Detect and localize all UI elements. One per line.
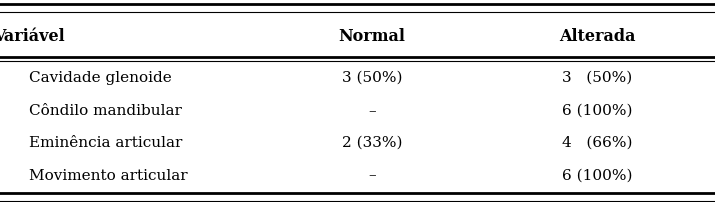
Text: 4   (66%): 4 (66%) xyxy=(562,136,632,149)
Text: 6 (100%): 6 (100%) xyxy=(562,103,632,117)
Text: 3 (50%): 3 (50%) xyxy=(342,71,402,85)
Text: Côndilo mandibular: Côndilo mandibular xyxy=(29,103,182,117)
Text: Variável: Variável xyxy=(0,28,64,45)
Text: Movimento articular: Movimento articular xyxy=(29,168,187,182)
Text: 6 (100%): 6 (100%) xyxy=(562,168,632,182)
Text: –: – xyxy=(368,103,375,117)
Text: Cavidade glenoide: Cavidade glenoide xyxy=(29,71,172,85)
Text: Normal: Normal xyxy=(338,28,405,45)
Text: –: – xyxy=(368,168,375,182)
Text: 2 (33%): 2 (33%) xyxy=(342,136,402,149)
Text: Eminência articular: Eminência articular xyxy=(29,136,182,149)
Text: Alterada: Alterada xyxy=(559,28,635,45)
Text: 3   (50%): 3 (50%) xyxy=(562,71,632,85)
